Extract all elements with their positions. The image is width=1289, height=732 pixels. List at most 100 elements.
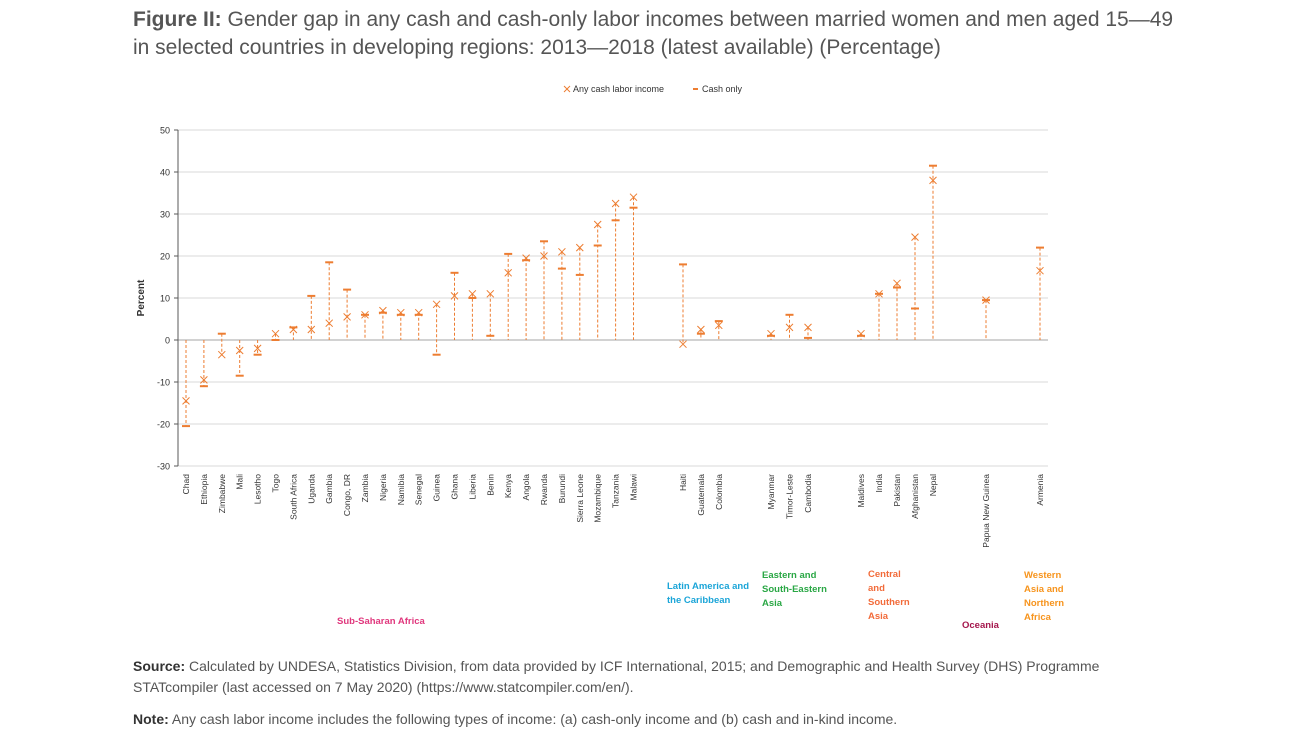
any-cash-marker [575, 243, 584, 252]
any-cash-marker [522, 254, 530, 262]
region-label: Oceania [962, 620, 1000, 631]
any-cash-marker [200, 376, 208, 384]
y-tick-label: 0 [165, 336, 170, 346]
category-label: Zimbabwe [217, 474, 227, 513]
any-cash-marker [289, 325, 298, 334]
y-tick-label: 50 [160, 126, 170, 136]
any-cash-marker [982, 296, 990, 304]
figure-label: Figure II: [133, 8, 222, 31]
category-label: Liberia [467, 474, 477, 500]
note: Note: Any cash labor income includes the… [133, 709, 1133, 730]
category-label: Timor-Leste [785, 474, 795, 519]
any-cash-marker [468, 289, 477, 298]
category-label: Zambia [360, 474, 370, 503]
any-cash-marker [432, 300, 441, 309]
category-label: Cambodia [803, 474, 813, 513]
source-text: Calculated by UNDESA, Statistics Divisio… [133, 658, 1100, 695]
any-cash-marker [911, 233, 919, 241]
category-label: Chad [181, 474, 191, 495]
gender-gap-chart: -30 -20 -10 0 10 20 30 40 50 Percent Any cash labo… [136, 84, 1064, 631]
category-label: Burundi [557, 474, 567, 503]
category-label: Armenia [1035, 474, 1045, 506]
category-label: Ghana [450, 474, 460, 500]
y-tick-label: 20 [160, 252, 170, 262]
figure-title: Figure II: Gender gap in any cash and ca… [133, 6, 1193, 62]
category-label: Malawi [629, 474, 639, 501]
region-label: Central and Southern Asia [868, 569, 910, 622]
source-label: Source: [133, 658, 186, 674]
y-axis-label: Percent [136, 279, 147, 316]
category-label: Uganda [306, 474, 316, 504]
any-cash-marker [540, 252, 548, 260]
category-label: Angola [521, 474, 531, 501]
category-label: Mozambique [593, 474, 603, 523]
any-cash-marker [558, 247, 566, 256]
region-label: Eastern and South-Eastern Asia [762, 570, 827, 609]
any-cash-marker [271, 329, 280, 338]
region-label: Latin America and the Caribbean [667, 581, 749, 606]
category-label: Ethiopia [199, 474, 209, 505]
any-cash-marker [857, 329, 865, 338]
category-label: Maldives [856, 474, 866, 508]
any-cash-marker [396, 308, 405, 317]
legend-label-any-cash: Any cash labor income [573, 84, 664, 94]
category-label: Afghanistan [910, 474, 920, 519]
category-label: Senegal [414, 474, 424, 505]
any-cash-marker [629, 193, 638, 202]
any-cash-marker [893, 279, 901, 288]
figure-title-text: Gender gap in any cash and cash-only lab… [133, 8, 1174, 59]
any-cash-marker [414, 308, 423, 317]
legend-marker-x [563, 85, 571, 93]
category-label: Colombia [714, 474, 724, 510]
category-label: Haiti [678, 474, 688, 491]
any-cash-marker [767, 329, 775, 338]
any-cash-marker [450, 292, 459, 300]
y-tick-label: -10 [157, 378, 170, 388]
category-label: Nepal [928, 474, 938, 496]
any-cash-marker [325, 319, 334, 328]
y-tick-label: 40 [160, 168, 170, 178]
any-cash-marker [504, 268, 513, 277]
any-cash-marker [875, 289, 883, 298]
category-label: Mali [235, 474, 245, 490]
y-tick-label: 10 [160, 294, 170, 304]
category-label: Myanmar [766, 474, 776, 510]
any-cash-marker [361, 310, 369, 319]
category-label: Togo [271, 474, 281, 493]
category-label: Namibia [396, 474, 406, 505]
note-label: Note: [133, 711, 169, 727]
any-cash-marker [307, 325, 316, 334]
any-cash-marker [235, 346, 244, 355]
category-label: Guatemala [696, 474, 706, 516]
note-text: Any cash labor income includes the follo… [171, 711, 898, 727]
any-cash-marker [929, 176, 937, 185]
category-label: South Africa [288, 474, 298, 520]
any-cash-marker [804, 323, 812, 332]
any-cash-marker [1036, 266, 1044, 275]
any-cash-marker [593, 220, 602, 229]
any-cash-marker [379, 306, 387, 315]
category-label: Congo, DR [342, 474, 352, 516]
any-cash-marker [182, 397, 190, 405]
category-label: Pakistan [892, 474, 902, 507]
category-label: India [874, 474, 884, 493]
any-cash-marker [785, 323, 794, 332]
y-tick-label: -20 [157, 420, 170, 430]
region-label: Western Asia and Northern Africa [1024, 570, 1064, 623]
category-label: Rwanda [539, 474, 549, 505]
category-label: Papua New Guinea [981, 474, 991, 548]
legend-label-cash-only: Cash only [702, 84, 743, 94]
category-label: Guinea [432, 474, 442, 502]
category-label: Tanzania [611, 474, 621, 508]
category-label: Kenya [503, 474, 513, 498]
source-note: Source: Calculated by UNDESA, Statistics… [133, 656, 1133, 698]
category-label: Nigeria [378, 474, 388, 501]
any-cash-marker [679, 340, 687, 349]
region-label: Sub-Saharan Africa [337, 616, 426, 627]
category-label: Benin [485, 474, 495, 496]
category-label: Gambia [324, 474, 334, 504]
any-cash-marker [697, 325, 705, 334]
any-cash-marker [217, 350, 226, 359]
any-cash-marker [611, 199, 620, 208]
any-cash-marker [343, 313, 351, 321]
